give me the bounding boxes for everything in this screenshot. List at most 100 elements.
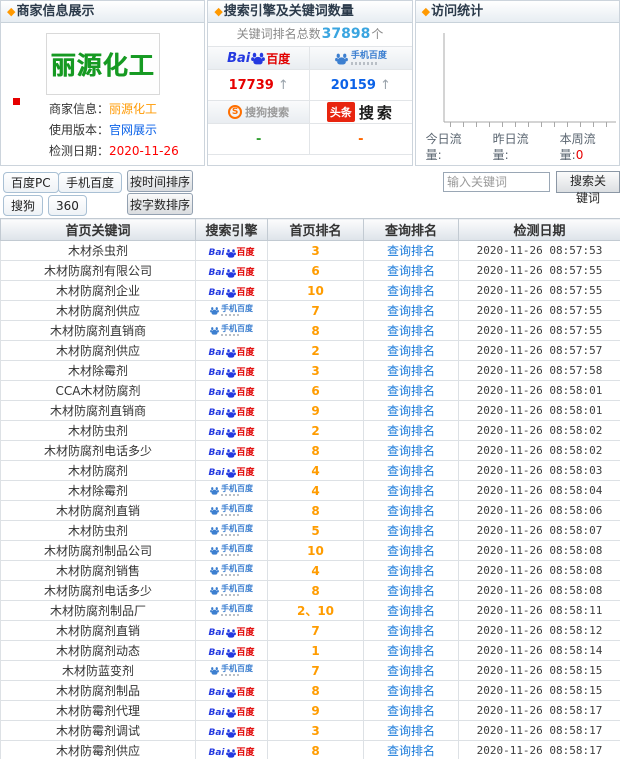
query-rank-link[interactable]: 查询排名 <box>386 604 435 618</box>
query-rank-link[interactable]: 查询排名 <box>386 444 435 458</box>
query-rank-link[interactable]: 查询排名 <box>386 544 435 558</box>
baidu-latin-text: Bai <box>208 247 225 258</box>
toutiao-count-cell: - <box>309 124 412 155</box>
query-rank-link[interactable]: 查询排名 <box>386 724 435 738</box>
query-rank-link[interactable]: 查询排名 <box>386 744 435 758</box>
query-rank-link[interactable]: 查询排名 <box>386 504 435 518</box>
filter-baidu-pc-button[interactable]: 百度PC <box>3 172 59 193</box>
query-rank-link[interactable]: 查询排名 <box>386 624 435 638</box>
query-cell: 查询排名 <box>363 540 459 561</box>
query-rank-link[interactable]: 查询排名 <box>386 284 435 298</box>
baidu-latin-text: Bai <box>208 687 225 698</box>
table-row: 木材防腐剂有限公司 Bai 百度 6 查询排名 2020-11-26 08:57:… <box>0 260 620 281</box>
baidu-cn-text: 百度 <box>236 687 255 698</box>
table-row: 木材防腐剂直销商 手机百度 8 查询排名 2020-11-26 08:57:55 <box>0 320 620 341</box>
mobile-baidu-logo: 手机百度 <box>210 664 253 676</box>
mobile-baidu-slogan <box>221 334 241 336</box>
baidu-pc-logo: Bai 百度 <box>208 408 254 418</box>
visit-chart <box>422 27 619 136</box>
baidu-pc-logo: Bai 百度 <box>208 728 254 738</box>
mobile-baidu-text: 手机百度 <box>221 304 253 313</box>
filter-360-button[interactable]: 360 <box>48 195 87 216</box>
baidu-pc-logo: Bai 百度 <box>208 428 254 438</box>
query-rank-link[interactable]: 查询排名 <box>386 704 435 718</box>
query-rank-link[interactable]: 查询排名 <box>386 424 435 438</box>
rank-cell: 6 <box>267 260 364 281</box>
query-rank-link[interactable]: 查询排名 <box>386 564 435 578</box>
sogou-logo: S 搜狗搜索 <box>228 104 289 120</box>
baidu-cn-text: 百度 <box>236 447 255 458</box>
query-rank-link[interactable]: 查询排名 <box>386 644 435 658</box>
query-cell: 查询排名 <box>363 360 459 381</box>
baidu-cn-text: 百度 <box>236 247 255 258</box>
query-rank-link[interactable]: 查询排名 <box>386 304 435 318</box>
filter-mobile-baidu-button[interactable]: 手机百度 <box>58 172 123 193</box>
empty-axes-chart <box>443 33 616 127</box>
mobile-baidu-logo: 手机百度 <box>210 604 253 616</box>
header-date: 检测日期 <box>458 218 620 241</box>
baidu-paw-icon <box>210 526 219 535</box>
header-rank: 首页排名 <box>267 218 364 241</box>
query-rank-link[interactable]: 查询排名 <box>386 484 435 498</box>
table-row: 木材防腐剂制品公司 手机百度 10 查询排名 2020-11-26 08:58:… <box>0 540 620 561</box>
keyword-search-input[interactable] <box>443 172 550 192</box>
baidu-cn-text: 百度 <box>236 747 255 758</box>
yesterday-traffic: 昨日流量: <box>492 132 529 162</box>
sort-by-time-button[interactable]: 按时间排序 <box>127 170 193 192</box>
query-rank-link[interactable]: 查询排名 <box>386 264 435 278</box>
query-cell: 查询排名 <box>363 320 459 341</box>
mobile-baidu-logo-cell: 手机百度 <box>309 47 412 70</box>
baidu-latin-text: Bai <box>208 367 225 378</box>
query-rank-link[interactable]: 查询排名 <box>386 684 435 698</box>
query-rank-link[interactable]: 查询排名 <box>386 384 435 398</box>
diamond-icon: ◆ <box>421 5 431 18</box>
keyword-total-value: 37898 <box>321 26 371 42</box>
baidu-pc-logo: Bai 百度 <box>208 648 254 658</box>
query-rank-link[interactable]: 查询排名 <box>386 524 435 538</box>
query-rank-link[interactable]: 查询排名 <box>386 404 435 418</box>
query-rank-link[interactable]: 查询排名 <box>386 664 435 678</box>
baidu-latin-text: Bai <box>208 727 225 738</box>
baidu-paw-icon <box>225 648 236 658</box>
mobile-baidu-slogan <box>221 574 241 576</box>
mobile-baidu-text: 手机百度 <box>221 504 253 513</box>
baidu-paw-icon <box>210 666 219 675</box>
date-cell: 2020-11-26 08:58:12 <box>458 620 620 641</box>
baidu-pc-count-cell: 17739 ↑ <box>208 70 310 101</box>
date-cell: 2020-11-26 08:58:11 <box>458 600 620 621</box>
query-rank-link[interactable]: 查询排名 <box>386 344 435 358</box>
filter-sogou-button[interactable]: 搜狗 <box>3 195 44 216</box>
query-cell: 查询排名 <box>363 660 459 681</box>
date-cell: 2020-11-26 08:57:58 <box>458 360 620 381</box>
rank-cell: 8 <box>267 500 364 521</box>
sort-by-length-button[interactable]: 按字数排序 <box>127 193 193 215</box>
version-link[interactable]: 官网展示 <box>109 123 158 137</box>
engine-cell: Bai 百度 <box>195 260 268 281</box>
mobile-baidu-logo: 手机百度 <box>210 484 253 496</box>
engine-cell: Bai 百度 <box>195 420 268 441</box>
baidu-cn-text: 百度 <box>236 707 255 718</box>
merchant-name-link[interactable]: 丽源化工 <box>109 102 158 116</box>
table-header: 首页关键词 搜索引擎 首页排名 查询排名 检测日期 <box>0 218 620 241</box>
week-traffic: 本周流量:0 <box>559 132 596 162</box>
query-rank-link[interactable]: 查询排名 <box>386 324 435 338</box>
mobile-baidu-logo: 手机百度 <box>210 524 253 536</box>
query-rank-link[interactable]: 查询排名 <box>386 584 435 598</box>
baidu-paw-icon <box>210 546 219 555</box>
diamond-icon: ◆ <box>7 5 16 18</box>
baidu-cn-text: 百度 <box>236 367 255 378</box>
date-cell: 2020-11-26 08:58:15 <box>458 680 620 701</box>
query-rank-link[interactable]: 查询排名 <box>386 364 435 378</box>
mobile-baidu-slogan <box>221 674 241 676</box>
query-rank-link[interactable]: 查询排名 <box>386 464 435 478</box>
search-keyword-button[interactable]: 搜索关键词 <box>556 171 620 205</box>
table-row: 木材防腐剂销售 手机百度 4 查询排名 2020-11-26 08:58:08 <box>0 560 620 581</box>
date-cell: 2020-11-26 08:58:08 <box>458 580 620 601</box>
mobile-baidu-logo: 手机百度 <box>334 51 387 65</box>
baidu-latin-text: Bai <box>208 647 225 658</box>
keyword-cell: 木材防蓝变剂 <box>0 660 196 681</box>
query-rank-link[interactable]: 查询排名 <box>386 244 435 258</box>
engine-cell: Bai 百度 <box>195 720 268 741</box>
date-cell: 2020-11-26 08:58:02 <box>458 420 620 441</box>
baidu-paw-icon <box>225 688 236 698</box>
